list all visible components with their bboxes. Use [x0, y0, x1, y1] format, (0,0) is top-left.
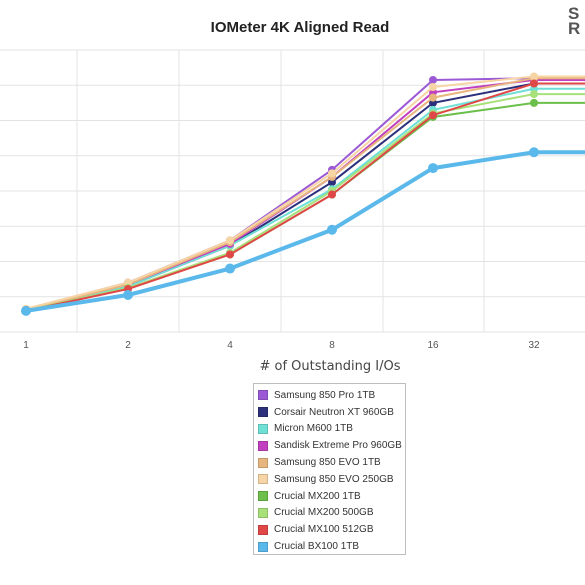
legend-label: Samsung 850 Pro 1TB — [274, 389, 376, 401]
data-point — [529, 147, 539, 158]
data-point — [429, 93, 437, 102]
series-line — [25, 77, 585, 311]
legend-label: Samsung 850 EVO 1TB — [274, 457, 381, 469]
legend-item: Crucial BX100 1TB — [254, 538, 405, 555]
data-point — [328, 190, 336, 199]
series-line — [25, 93, 585, 312]
series-crucial-mx200-500gb — [22, 90, 585, 315]
x-tick-label: 4 — [227, 340, 233, 351]
data-point — [429, 83, 437, 92]
legend-label: Micron M600 1TB — [274, 423, 353, 435]
chart-legend: Samsung 850 Pro 1TB Corsair Neutron XT 96… — [253, 383, 406, 555]
series-line — [25, 82, 585, 312]
data-point — [226, 250, 234, 259]
legend-item: Sandisk Extreme Pro 960GB — [254, 437, 405, 454]
legend-label: Sandisk Extreme Pro 960GB — [274, 440, 402, 452]
series-line — [25, 75, 585, 310]
legend-label: Crucial MX200 500GB — [274, 507, 374, 519]
x-tick-label: 32 — [528, 340, 540, 351]
series-line — [25, 82, 585, 312]
legend-swatch — [258, 457, 268, 468]
legend-item: Samsung 850 EVO 250GB — [254, 471, 405, 488]
data-point — [429, 75, 437, 84]
data-point — [328, 169, 336, 178]
grid — [0, 49, 585, 333]
legend-swatch — [258, 491, 268, 502]
series-corsair-neutron-xt-960gb — [22, 79, 585, 315]
data-point — [226, 236, 234, 245]
legend-label: Corsair Neutron XT 960GB — [274, 406, 394, 418]
x-axis-label: # of Outstanding I/Os — [259, 359, 400, 374]
legend-item: Crucial MX100 512GB — [254, 521, 405, 538]
legend-swatch — [258, 390, 268, 401]
legend-label: Crucial BX100 1TB — [274, 541, 360, 553]
legend-item: Crucial MX200 500GB — [254, 505, 405, 522]
legend-label: Crucial MX100 512GB — [274, 524, 374, 536]
legend-swatch — [258, 524, 268, 535]
legend-swatch — [258, 423, 268, 434]
series-samsung-850-pro-1tb — [22, 74, 585, 314]
legend-item: Crucial MX200 1TB — [254, 488, 405, 505]
x-tick-label: 1 — [23, 340, 29, 351]
data-point — [327, 224, 337, 235]
legend-label: Crucial MX200 1TB — [274, 490, 361, 502]
data-point — [123, 289, 133, 300]
legend-label: Samsung 850 EVO 250GB — [274, 473, 394, 485]
data-point — [530, 72, 538, 81]
data-point — [21, 305, 31, 316]
data-point — [429, 111, 437, 120]
data-point — [530, 98, 538, 107]
legend-swatch — [258, 440, 268, 451]
legend-item: Corsair Neutron XT 960GB — [254, 404, 405, 421]
legend-swatch — [258, 541, 268, 552]
legend-swatch — [258, 407, 268, 418]
legend-item: Samsung 850 EVO 1TB — [254, 454, 405, 471]
series-crucial-mx200-1tb — [22, 98, 585, 315]
series-samsung-850-evo-1tb — [22, 74, 585, 314]
x-tick-label: 16 — [427, 340, 439, 351]
legend-item: Micron M600 1TB — [254, 421, 405, 438]
series-lines — [21, 72, 585, 316]
x-tick-label: 2 — [125, 340, 131, 351]
data-point — [530, 79, 538, 88]
x-tick-label: 8 — [329, 340, 335, 351]
series-crucial-bx100-1tb — [21, 147, 585, 316]
data-point — [428, 163, 438, 174]
series-crucial-mx100-512gb — [22, 79, 585, 315]
legend-swatch — [258, 507, 268, 518]
data-point — [530, 90, 538, 99]
data-point — [225, 263, 235, 274]
x-axis-ticks: 1 2 4 8 16 32 — [23, 340, 540, 351]
chart-title: IOMeter 4K Aligned Read — [211, 19, 390, 36]
legend-swatch — [258, 474, 268, 485]
legend-item: Samsung 850 Pro 1TB — [254, 387, 405, 404]
